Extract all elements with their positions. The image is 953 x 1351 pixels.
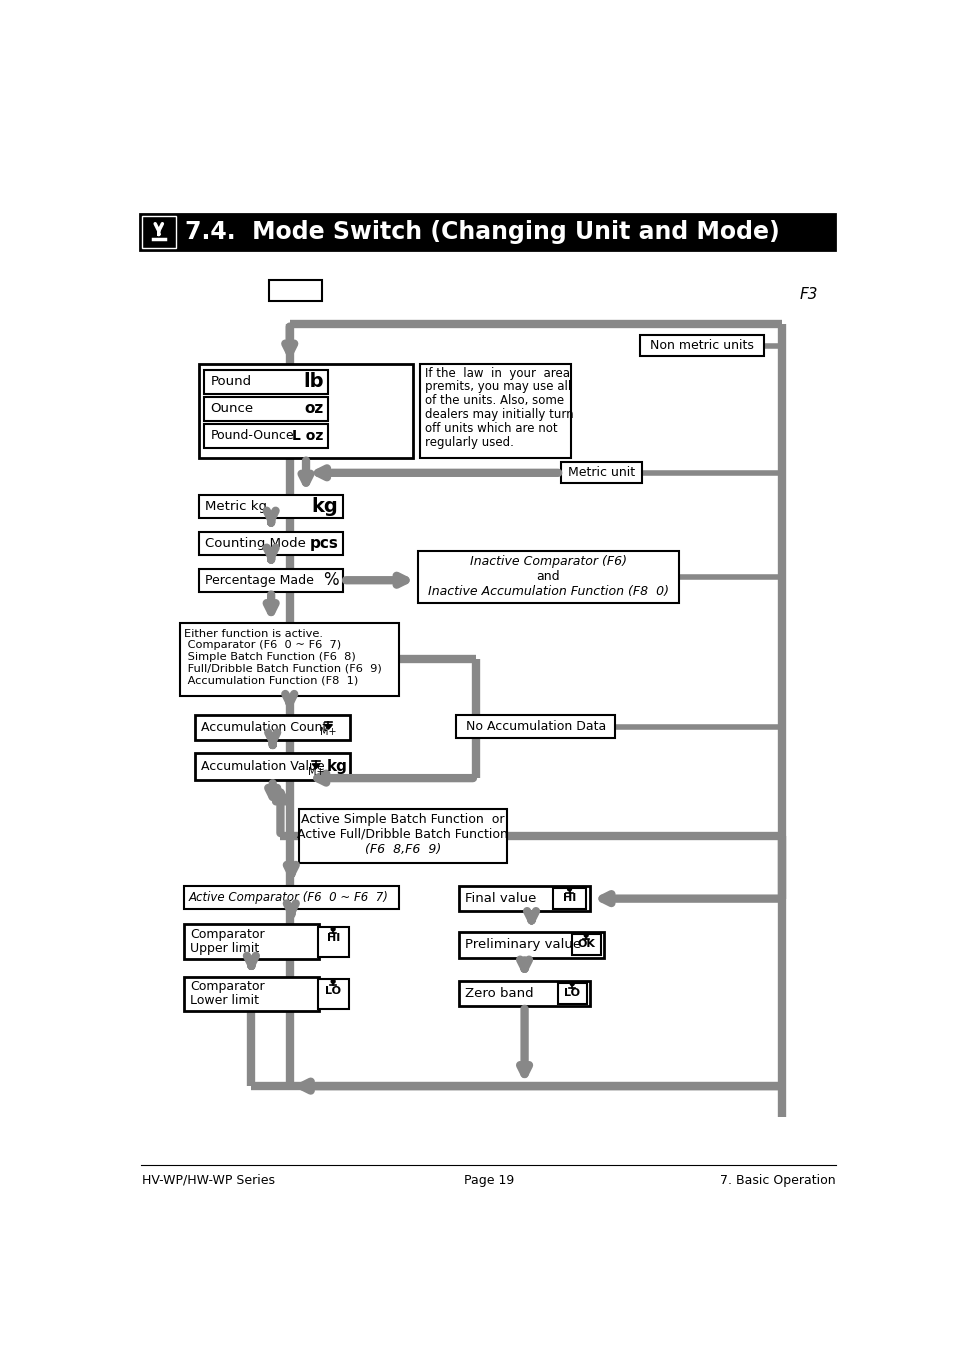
Text: M+: M+ <box>308 766 324 777</box>
Text: HV-WP/HW-WP Series: HV-WP/HW-WP Series <box>142 1174 275 1186</box>
FancyBboxPatch shape <box>458 932 604 958</box>
FancyBboxPatch shape <box>204 370 328 394</box>
Text: Zero band: Zero band <box>464 986 533 1000</box>
Text: Metric unit: Metric unit <box>567 466 634 480</box>
Text: If the  law  in  your  area: If the law in your area <box>425 366 570 380</box>
FancyBboxPatch shape <box>317 979 348 1009</box>
Text: Pound-Ounce: Pound-Ounce <box>211 430 294 442</box>
Text: Final value: Final value <box>464 892 536 905</box>
FancyBboxPatch shape <box>456 715 615 738</box>
Text: LO: LO <box>325 986 341 996</box>
Text: premits, you may use all: premits, you may use all <box>425 381 571 393</box>
Circle shape <box>331 927 335 931</box>
Text: kg: kg <box>312 497 338 516</box>
FancyBboxPatch shape <box>140 215 835 250</box>
Text: Lower limit: Lower limit <box>190 994 258 1006</box>
Circle shape <box>583 934 587 938</box>
Polygon shape <box>324 724 332 730</box>
FancyBboxPatch shape <box>204 424 328 447</box>
FancyBboxPatch shape <box>269 280 321 301</box>
Text: No Accumulation Data: No Accumulation Data <box>465 720 605 734</box>
Text: lb: lb <box>303 373 323 392</box>
FancyBboxPatch shape <box>298 809 506 863</box>
Text: (F6  8,F6  9): (F6 8,F6 9) <box>364 843 440 857</box>
FancyBboxPatch shape <box>180 623 398 696</box>
Text: regularly used.: regularly used. <box>425 436 514 449</box>
Text: Percentage Made: Percentage Made <box>205 574 314 586</box>
FancyBboxPatch shape <box>199 363 413 458</box>
FancyBboxPatch shape <box>199 494 343 517</box>
Text: OK: OK <box>577 939 595 950</box>
Polygon shape <box>312 763 319 769</box>
FancyBboxPatch shape <box>204 397 328 422</box>
Text: Non metric units: Non metric units <box>649 339 753 353</box>
Text: Accumulation Value: Accumulation Value <box>201 761 325 774</box>
FancyBboxPatch shape <box>183 977 319 1012</box>
Text: Comparator: Comparator <box>190 981 264 993</box>
FancyBboxPatch shape <box>199 532 343 555</box>
Text: Accumulation Count: Accumulation Count <box>201 721 327 734</box>
FancyBboxPatch shape <box>571 935 599 955</box>
FancyBboxPatch shape <box>458 981 590 1006</box>
FancyBboxPatch shape <box>199 569 343 592</box>
Text: of the units. Also, some: of the units. Also, some <box>425 394 564 407</box>
Text: and: and <box>536 570 559 582</box>
Text: Inactive Accumulation Function (F8  0): Inactive Accumulation Function (F8 0) <box>427 585 668 597</box>
Text: Comparator: Comparator <box>190 928 264 940</box>
FancyBboxPatch shape <box>195 754 350 781</box>
Text: 7.4.  Mode Switch (Changing Unit and Mode): 7.4. Mode Switch (Changing Unit and Mode… <box>185 220 779 245</box>
Text: kg: kg <box>327 759 348 774</box>
Text: Metric kg: Metric kg <box>205 500 267 513</box>
Text: oz: oz <box>304 401 323 416</box>
FancyBboxPatch shape <box>195 715 350 740</box>
Text: Inactive Comparator (F6): Inactive Comparator (F6) <box>469 555 626 569</box>
Text: %: % <box>323 571 338 589</box>
Circle shape <box>331 979 335 984</box>
FancyBboxPatch shape <box>183 886 398 909</box>
Text: Ounce: Ounce <box>211 403 253 415</box>
Text: dealers may initially turn: dealers may initially turn <box>425 408 574 422</box>
Text: Either function is active.
 Comparator (F6  0 ~ F6  7)
 Simple Batch Function (F: Either function is active. Comparator (F… <box>184 628 382 685</box>
Text: F3: F3 <box>799 286 818 301</box>
FancyBboxPatch shape <box>142 216 175 249</box>
FancyBboxPatch shape <box>419 363 571 458</box>
Text: HI: HI <box>326 934 339 943</box>
FancyBboxPatch shape <box>560 462 641 484</box>
FancyBboxPatch shape <box>417 551 679 603</box>
Text: Counting Mode: Counting Mode <box>205 536 306 550</box>
FancyBboxPatch shape <box>458 886 590 912</box>
FancyBboxPatch shape <box>183 924 319 959</box>
FancyBboxPatch shape <box>317 927 348 957</box>
Text: Page 19: Page 19 <box>463 1174 514 1186</box>
FancyBboxPatch shape <box>553 888 585 909</box>
Text: LO: LO <box>563 988 579 998</box>
Text: pcs: pcs <box>310 536 338 551</box>
Text: off units which are not: off units which are not <box>425 422 558 435</box>
Text: Preliminary value: Preliminary value <box>464 939 580 951</box>
Text: L oz: L oz <box>293 428 323 443</box>
Text: Upper limit: Upper limit <box>190 942 259 955</box>
Circle shape <box>570 982 574 986</box>
FancyBboxPatch shape <box>639 335 763 357</box>
Text: HI: HI <box>562 893 576 904</box>
Text: Active Comparator (F6  0 ~ F6  7): Active Comparator (F6 0 ~ F6 7) <box>188 890 388 904</box>
Text: Active Full/Dribble Batch Function: Active Full/Dribble Batch Function <box>297 828 508 840</box>
Circle shape <box>567 888 571 890</box>
Text: M+: M+ <box>320 727 336 738</box>
Text: Active Simple Batch Function  or: Active Simple Batch Function or <box>301 813 504 827</box>
Text: Pound: Pound <box>211 376 252 389</box>
FancyBboxPatch shape <box>558 984 586 1004</box>
Text: 7. Basic Operation: 7. Basic Operation <box>719 1174 835 1186</box>
